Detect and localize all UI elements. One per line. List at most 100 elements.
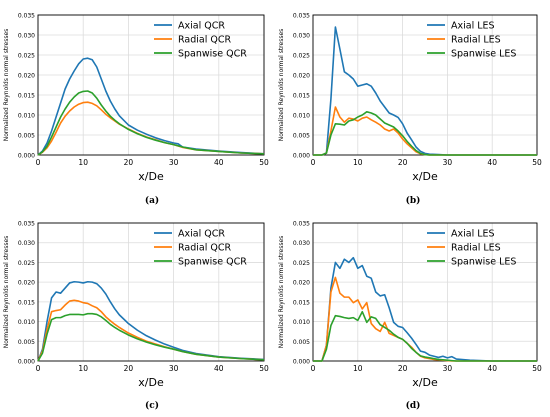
x-axis-label: x/De xyxy=(412,170,438,183)
series-line-1 xyxy=(313,26,537,156)
x-tick-label: 30 xyxy=(443,158,453,167)
x-axis-label: x/De xyxy=(138,376,164,389)
x-tick-label: 20 xyxy=(398,158,408,167)
x-tick-label: 0 xyxy=(311,158,316,167)
y-tick-label: 0.030 xyxy=(293,33,310,40)
legend-label: Spanwise LES xyxy=(451,49,516,60)
series-line-2 xyxy=(37,299,265,362)
chart-panel-4: 0 10 20 30 40 50 0.000 0.005 0.010 0.015 0.020 0.02… xyxy=(278,221,542,412)
chart-panel-3: 0 10 20 30 40 50 0.000 0.005 0.010 0.015 0.020 0.02… xyxy=(3,221,269,412)
y-tick-label: 0.000 xyxy=(293,359,310,366)
x-tick-label: 50 xyxy=(532,364,542,373)
y-tick-label: 0.025 xyxy=(293,260,310,267)
legend-label: Axial QCR xyxy=(178,21,225,32)
legend-label: Axial LES xyxy=(451,21,495,32)
y-axis-label: Normalized Reynolds normal stresses xyxy=(3,29,10,142)
x-tick-label: 30 xyxy=(169,364,179,373)
x-axis-label: x/De xyxy=(138,170,164,183)
panel-caption: (a) xyxy=(145,195,159,206)
y-tick-label: 0.035 xyxy=(293,13,310,20)
x-tick-label: 10 xyxy=(78,364,88,373)
y-tick-label: 0.015 xyxy=(293,93,310,100)
x-tick-label: 20 xyxy=(398,364,408,373)
chart-panel-1: 0 10 20 30 40 50 0.000 0.005 0.010 0.015 0.020 0.02… xyxy=(3,13,269,207)
y-tick-label: 0.025 xyxy=(18,53,35,60)
x-tick-label: 40 xyxy=(487,364,497,373)
series-line-3 xyxy=(37,312,265,362)
series-line-2 xyxy=(313,276,537,362)
x-axis-label: x/De xyxy=(412,376,438,389)
x-tick-label: 50 xyxy=(532,158,542,167)
x-tick-label: 30 xyxy=(443,364,453,373)
y-tick-label: 0.000 xyxy=(293,153,310,160)
y-tick-label: 0.025 xyxy=(293,53,310,60)
y-axis-label: Normalized Reynolds normal stresses xyxy=(278,236,285,349)
series-line-1 xyxy=(37,280,265,362)
x-tick-label: 0 xyxy=(36,364,41,373)
y-tick-label: 0.030 xyxy=(18,33,35,40)
y-tick-label: 0.015 xyxy=(18,93,35,100)
series-line-3 xyxy=(313,310,537,362)
x-tick-label: 50 xyxy=(259,158,269,167)
y-tick-label: 0.010 xyxy=(18,319,35,326)
y-tick-label: 0.010 xyxy=(18,113,35,120)
legend-label: Axial LES xyxy=(451,229,495,240)
chart-panel-2: 0 10 20 30 40 50 0.000 0.005 0.010 0.015 0.020 0.02… xyxy=(278,13,542,207)
x-tick-label: 50 xyxy=(259,364,269,373)
series-line-1 xyxy=(313,256,537,362)
y-tick-label: 0.005 xyxy=(18,339,35,346)
legend-label: Spanwise QCR xyxy=(178,257,247,268)
y-tick-label: 0.020 xyxy=(293,73,310,80)
x-tick-label: 20 xyxy=(124,364,134,373)
plot-frame xyxy=(37,14,265,156)
y-tick-label: 0.015 xyxy=(293,299,310,306)
legend-label: Spanwise LES xyxy=(451,257,516,268)
plot-frame xyxy=(37,222,265,362)
series-line-2 xyxy=(37,101,265,156)
x-tick-label: 30 xyxy=(169,158,179,167)
legend-label: Radial LES xyxy=(451,243,501,254)
y-tick-label: 0.000 xyxy=(18,359,35,366)
series-line-3 xyxy=(37,90,265,156)
x-tick-label: 10 xyxy=(353,364,363,373)
x-tick-label: 40 xyxy=(214,364,224,373)
x-tick-label: 20 xyxy=(124,158,134,167)
y-tick-label: 0.035 xyxy=(293,221,310,228)
panel-caption: (d) xyxy=(406,400,421,411)
series-line-2 xyxy=(313,106,537,156)
y-tick-label: 0.035 xyxy=(18,13,35,20)
y-tick-label: 0.025 xyxy=(18,260,35,267)
y-tick-label: 0.020 xyxy=(18,73,35,80)
y-tick-label: 0.020 xyxy=(293,280,310,287)
x-tick-label: 0 xyxy=(36,158,41,167)
y-tick-label: 0.010 xyxy=(293,113,310,120)
x-tick-label: 40 xyxy=(487,158,497,167)
legend-label: Spanwise QCR xyxy=(178,49,247,60)
y-tick-label: 0.000 xyxy=(18,153,35,160)
y-tick-label: 0.005 xyxy=(293,339,310,346)
series-line-3 xyxy=(313,111,537,156)
y-tick-label: 0.020 xyxy=(18,280,35,287)
x-tick-label: 10 xyxy=(78,158,88,167)
series-line-1 xyxy=(37,57,265,156)
legend-label: Radial QCR xyxy=(178,35,231,46)
y-tick-label: 0.030 xyxy=(18,240,35,247)
x-tick-label: 40 xyxy=(214,158,224,167)
legend-label: Axial QCR xyxy=(178,229,225,240)
y-axis-label: Normalized Reynolds normal stresses xyxy=(278,29,285,142)
y-tick-label: 0.010 xyxy=(293,319,310,326)
x-tick-label: 0 xyxy=(311,364,316,373)
y-axis-label: Normalized Reynolds normal stresses xyxy=(3,236,10,349)
y-tick-label: 0.030 xyxy=(293,240,310,247)
y-tick-label: 0.005 xyxy=(293,133,310,140)
y-tick-label: 0.015 xyxy=(18,299,35,306)
y-tick-label: 0.035 xyxy=(18,221,35,228)
panel-caption: (c) xyxy=(145,400,159,411)
legend-label: Radial QCR xyxy=(178,243,231,254)
y-tick-label: 0.005 xyxy=(18,133,35,140)
plot-frame xyxy=(312,222,538,362)
legend-label: Radial LES xyxy=(451,35,501,46)
plot-frame xyxy=(312,14,538,156)
panel-caption: (b) xyxy=(406,195,421,206)
